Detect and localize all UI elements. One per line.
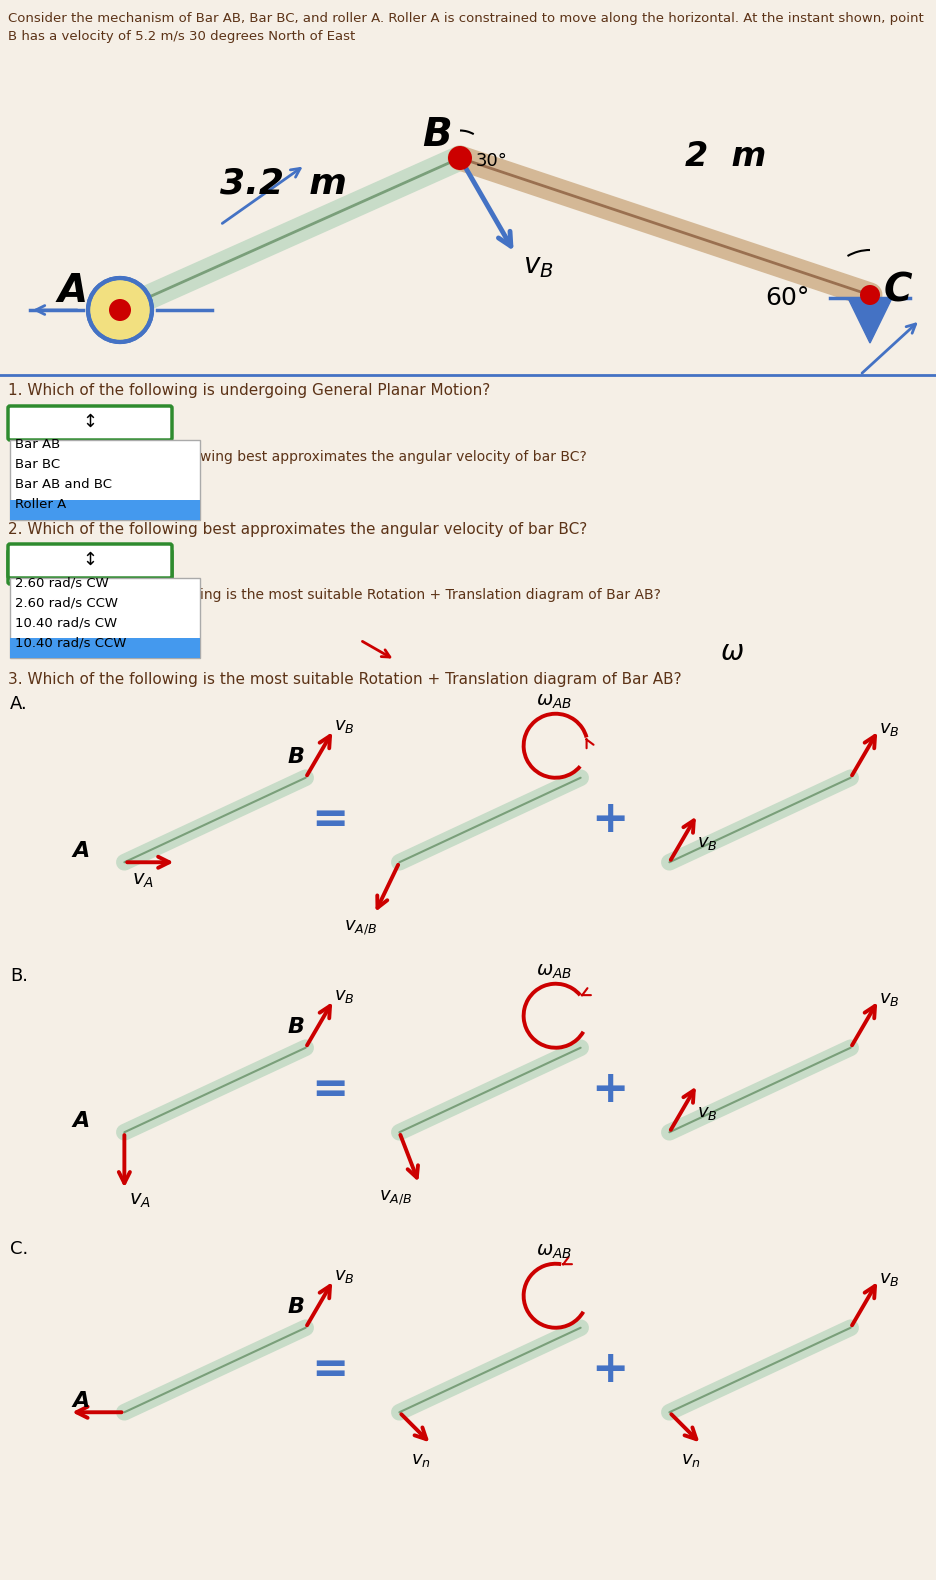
Text: C: C	[884, 272, 913, 310]
Text: A: A	[72, 1392, 90, 1411]
Text: +: +	[592, 798, 629, 842]
Circle shape	[860, 284, 880, 305]
Text: $v_{A/B}$: $v_{A/B}$	[379, 1188, 413, 1207]
Text: =: =	[312, 1068, 349, 1111]
Text: $\omega_{AB}$: $\omega_{AB}$	[535, 692, 572, 711]
Text: 2.60 rad/s CCW: 2.60 rad/s CCW	[15, 596, 118, 608]
Text: B: B	[287, 1297, 304, 1316]
Text: =: =	[312, 798, 349, 842]
FancyBboxPatch shape	[8, 550, 172, 585]
Text: 60°: 60°	[765, 286, 810, 310]
Text: B.: B.	[10, 967, 28, 984]
Text: ↕: ↕	[82, 412, 97, 431]
Polygon shape	[848, 299, 892, 343]
Text: A: A	[58, 272, 88, 310]
Text: ing is the most suitable Rotation + Translation diagram of Bar AB?: ing is the most suitable Rotation + Tran…	[200, 588, 661, 602]
Text: ↕: ↕	[82, 551, 97, 569]
Text: $v_A$: $v_A$	[129, 1191, 152, 1210]
Text: $v_n$: $v_n$	[411, 1452, 431, 1469]
Text: $v_B$: $v_B$	[333, 717, 354, 735]
Text: +: +	[592, 1348, 629, 1392]
Text: $v_A$: $v_A$	[132, 871, 154, 890]
Text: A: A	[72, 841, 90, 861]
Circle shape	[109, 299, 131, 321]
Text: 3.2  m: 3.2 m	[220, 167, 347, 201]
FancyBboxPatch shape	[8, 544, 172, 578]
Text: 2.60 rad/s CW: 2.60 rad/s CW	[15, 577, 109, 589]
Text: $v_B$: $v_B$	[523, 253, 553, 280]
Text: $v_B$: $v_B$	[697, 834, 718, 852]
Bar	[10, 439, 200, 520]
Text: 2. Which of the following best approximates the angular velocity of bar BC?: 2. Which of the following best approxima…	[8, 521, 587, 537]
Text: 2  m: 2 m	[685, 141, 767, 174]
Text: B: B	[422, 115, 452, 153]
Text: $v_n$: $v_n$	[681, 1452, 701, 1469]
Text: 10.40 rad/s CW: 10.40 rad/s CW	[15, 616, 117, 629]
Text: $v_{A/B}$: $v_{A/B}$	[344, 918, 378, 937]
Text: Bar AB and BC: Bar AB and BC	[15, 479, 112, 491]
Text: 10.40 rad/s CCW: 10.40 rad/s CCW	[15, 637, 126, 649]
Text: +: +	[592, 1068, 629, 1111]
Text: $v_B$: $v_B$	[333, 1267, 354, 1285]
Text: Bar BC: Bar BC	[15, 458, 60, 471]
Text: $v_B$: $v_B$	[333, 988, 354, 1005]
Bar	[10, 578, 200, 657]
Text: $\omega$: $\omega$	[720, 638, 744, 667]
Text: Consider the mechanism of Bar AB, Bar BC, and roller A. Roller A is constrained : Consider the mechanism of Bar AB, Bar BC…	[8, 13, 924, 25]
Text: =: =	[312, 1348, 349, 1392]
Text: 3. Which of the following is the most suitable Rotation + Translation diagram of: 3. Which of the following is the most su…	[8, 672, 681, 687]
Text: $v_B$: $v_B$	[879, 1270, 899, 1288]
Text: A.: A.	[10, 695, 28, 713]
Text: wing best approximates the angular velocity of bar BC?: wing best approximates the angular veloc…	[200, 450, 587, 465]
Text: Bar AB: Bar AB	[15, 438, 60, 450]
Text: B: B	[287, 1018, 304, 1036]
Bar	[10, 499, 200, 520]
Text: $v_B$: $v_B$	[879, 989, 899, 1008]
Text: 30°: 30°	[476, 152, 508, 171]
Text: $v_B$: $v_B$	[697, 1104, 718, 1122]
FancyBboxPatch shape	[8, 406, 172, 439]
Text: C.: C.	[10, 1240, 28, 1258]
Text: Roller A: Roller A	[15, 498, 66, 510]
Bar	[10, 638, 200, 657]
Text: 1. Which of the following is undergoing General Planar Motion?: 1. Which of the following is undergoing …	[8, 382, 490, 398]
Text: A: A	[72, 1111, 90, 1131]
Text: $v_B$: $v_B$	[879, 720, 899, 738]
Circle shape	[448, 145, 472, 171]
Text: B has a velocity of 5.2 m/s 30 degrees North of East: B has a velocity of 5.2 m/s 30 degrees N…	[8, 30, 356, 43]
Text: $\omega_{AB}$: $\omega_{AB}$	[535, 1242, 572, 1261]
Circle shape	[88, 278, 152, 341]
Text: B: B	[287, 747, 304, 766]
Text: $\omega_{AB}$: $\omega_{AB}$	[535, 962, 572, 981]
